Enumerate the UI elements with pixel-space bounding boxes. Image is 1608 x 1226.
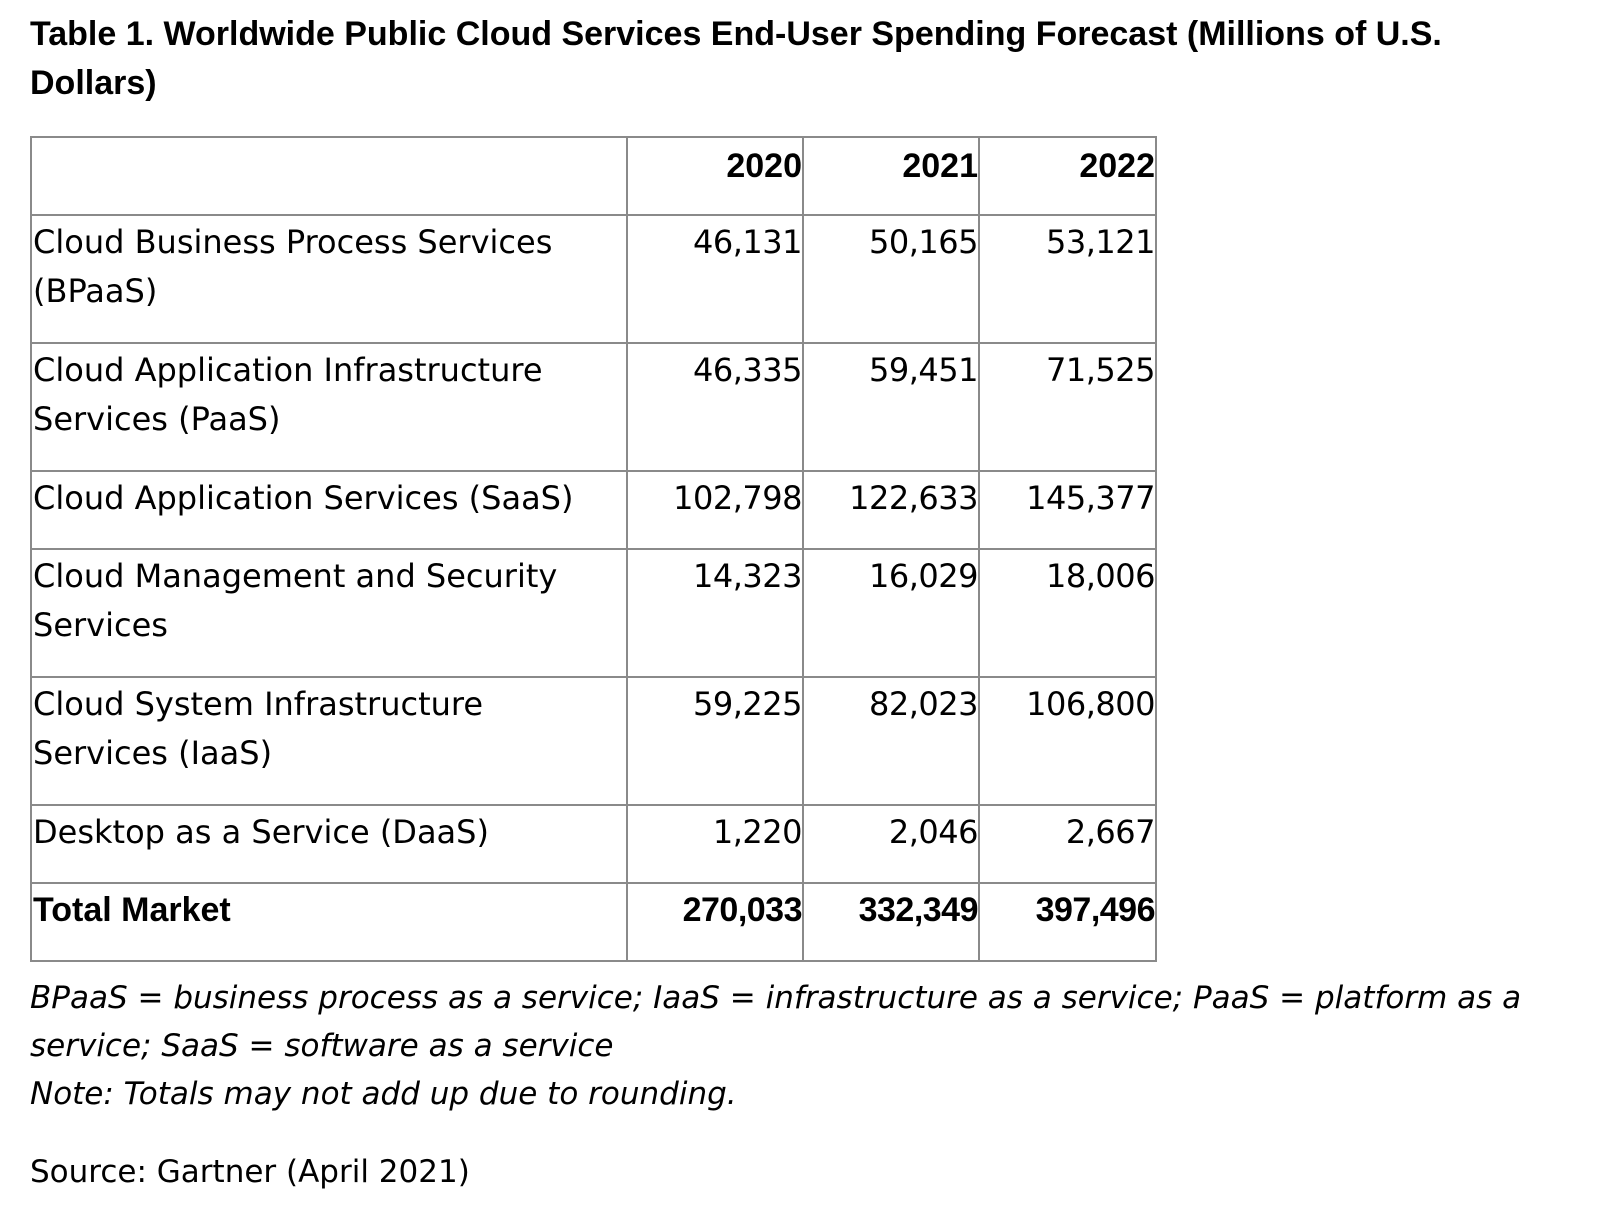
row-label: Cloud Application Infrastructure Service… bbox=[30, 342, 628, 472]
cell-2021: 16,029 bbox=[802, 548, 980, 678]
header-cell-2021: 2021 bbox=[802, 136, 980, 216]
cell-2020: 14,323 bbox=[626, 548, 804, 678]
row-label: Cloud Management and Security Services bbox=[30, 548, 628, 678]
table-title: Table 1. Worldwide Public Cloud Services… bbox=[30, 15, 1442, 102]
row-label: Cloud Business Process Services (BPaaS) bbox=[30, 214, 628, 344]
row-label: Cloud System Infrastructure Services (Ia… bbox=[30, 676, 628, 806]
total-2020: 270,033 bbox=[626, 882, 804, 962]
row-label: Desktop as a Service (DaaS) bbox=[30, 804, 628, 884]
table-row-bpaas: Cloud Business Process Services (BPaaS) … bbox=[30, 214, 1157, 344]
cell-2020: 46,335 bbox=[626, 342, 804, 472]
cell-2022: 71,525 bbox=[978, 342, 1157, 472]
cell-2022: 18,006 bbox=[978, 548, 1157, 678]
total-2021: 332,349 bbox=[802, 882, 980, 962]
spending-forecast-table: 2020 2021 2022 Cloud Business Process Se… bbox=[30, 136, 1157, 962]
cell-2021: 122,633 bbox=[802, 470, 980, 550]
rounding-note: Note: Totals may not add up due to round… bbox=[30, 1076, 737, 1112]
table-row-total: Total Market 270,033 332,349 397,496 bbox=[30, 882, 1157, 962]
cell-2021: 2,046 bbox=[802, 804, 980, 884]
header-cell-2022: 2022 bbox=[978, 136, 1157, 216]
table-row-saas: Cloud Application Services (SaaS) 102,79… bbox=[30, 470, 1157, 550]
row-label: Cloud Application Services (SaaS) bbox=[30, 470, 628, 550]
cell-2022: 2,667 bbox=[978, 804, 1157, 884]
table-row-iaas: Cloud System Infrastructure Services (Ia… bbox=[30, 676, 1157, 806]
cell-2020: 59,225 bbox=[626, 676, 804, 806]
total-2022: 397,496 bbox=[978, 882, 1157, 962]
abbreviation-footnote: BPaaS = business process as a service; I… bbox=[30, 980, 1522, 1064]
total-label: Total Market bbox=[30, 882, 628, 962]
cell-2022: 106,800 bbox=[978, 676, 1157, 806]
table-row-management-security: Cloud Management and Security Services 1… bbox=[30, 548, 1157, 678]
source-line: Source: Gartner (April 2021) bbox=[30, 1154, 470, 1190]
table-row-daas: Desktop as a Service (DaaS) 1,220 2,046 … bbox=[30, 804, 1157, 884]
header-row: 2020 2021 2022 bbox=[30, 136, 1157, 216]
cell-2020: 1,220 bbox=[626, 804, 804, 884]
header-cell-empty bbox=[30, 136, 628, 216]
cell-2021: 50,165 bbox=[802, 214, 980, 344]
cell-2020: 102,798 bbox=[626, 470, 804, 550]
cell-2022: 145,377 bbox=[978, 470, 1157, 550]
table-row-paas: Cloud Application Infrastructure Service… bbox=[30, 342, 1157, 472]
cell-2022: 53,121 bbox=[978, 214, 1157, 344]
header-cell-2020: 2020 bbox=[626, 136, 804, 216]
cell-2020: 46,131 bbox=[626, 214, 804, 344]
cell-2021: 82,023 bbox=[802, 676, 980, 806]
cell-2021: 59,451 bbox=[802, 342, 980, 472]
